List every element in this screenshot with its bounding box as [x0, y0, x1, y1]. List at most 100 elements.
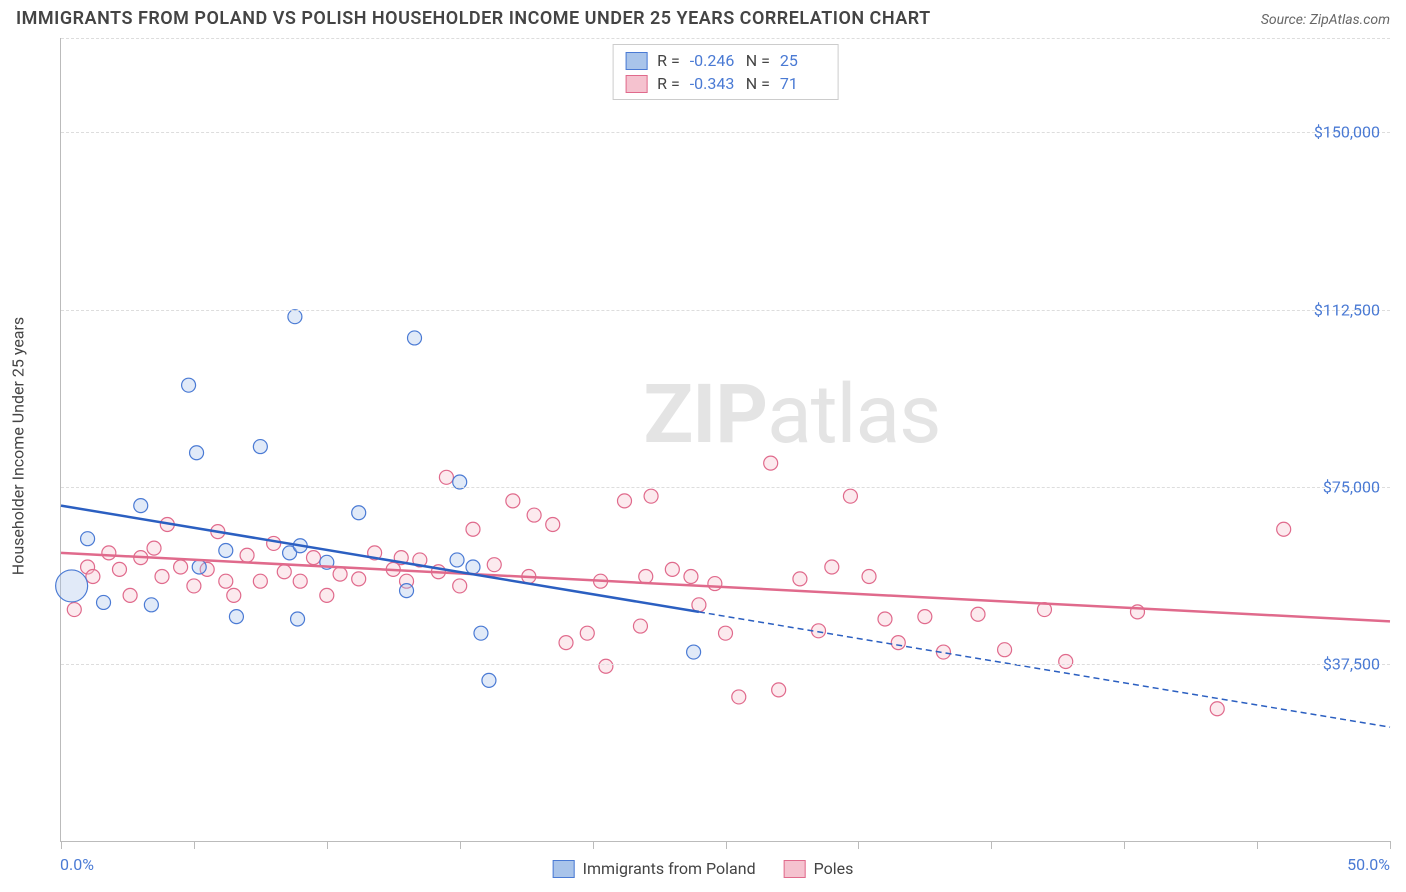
scatter-point: [229, 610, 243, 624]
scatter-point: [240, 548, 254, 562]
scatter-point: [506, 494, 520, 508]
scatter-point: [633, 619, 647, 633]
scatter-point: [144, 598, 158, 612]
x-tick: [1124, 841, 1125, 849]
source-value: ZipAtlas.com: [1310, 12, 1390, 28]
scatter-point: [352, 572, 366, 586]
chart-header: IMMIGRANTS FROM POLAND VS POLISH HOUSEHO…: [0, 0, 1406, 33]
scatter-point: [219, 544, 233, 558]
legend-label: Immigrants from Poland: [583, 859, 756, 878]
scatter-point: [174, 560, 188, 574]
scatter-point: [580, 626, 594, 640]
scatter-point: [764, 456, 778, 470]
scatter-point: [617, 494, 631, 508]
scatter-point: [684, 569, 698, 583]
scatter-point: [192, 560, 206, 574]
scatter-point: [719, 626, 733, 640]
chart-source: Source: ZipAtlas.com: [1261, 12, 1390, 28]
scatter-point: [352, 506, 366, 520]
y-tick-label: $37,500: [1323, 654, 1380, 673]
scatter-point: [918, 610, 932, 624]
scatter-point: [687, 645, 701, 659]
y-tick-label: $150,000: [1314, 123, 1380, 142]
scatter-point: [793, 572, 807, 586]
scatter-point: [333, 567, 347, 581]
scatter-point: [320, 588, 334, 602]
chart-title: IMMIGRANTS FROM POLAND VS POLISH HOUSEHO…: [16, 8, 931, 29]
y-tick-label: $75,000: [1323, 477, 1380, 496]
x-tick: [991, 841, 992, 849]
legend: Immigrants from Poland Poles: [553, 859, 854, 878]
scatter-point: [482, 673, 496, 687]
scatter-point: [408, 331, 422, 345]
scatter-point: [453, 579, 467, 593]
scatter-point: [190, 446, 204, 460]
scatter-point: [812, 624, 826, 638]
x-axis-min-label: 0.0%: [60, 855, 94, 874]
swatch-series2: [625, 75, 647, 93]
y-tick-label: $112,500: [1314, 300, 1380, 319]
scatter-point: [277, 565, 291, 579]
gridline: [61, 132, 1390, 133]
legend-item: Poles: [784, 859, 854, 878]
scatter-point: [891, 636, 905, 650]
trend-line: [699, 612, 1390, 727]
scatter-point: [1277, 522, 1291, 536]
gridline: [61, 664, 1390, 665]
scatter-point: [400, 584, 414, 598]
scatter-point: [147, 541, 161, 555]
x-tick: [1257, 841, 1258, 849]
scatter-point: [878, 612, 892, 626]
correlation-stats-box: R = -0.246 N = 25 R = -0.343 N = 71: [612, 44, 839, 100]
scatter-point: [219, 574, 233, 588]
scatter-point: [1210, 702, 1224, 716]
gridline: [61, 38, 1390, 39]
scatter-point: [665, 562, 679, 576]
scatter-point: [123, 588, 137, 602]
scatter-point: [56, 570, 88, 602]
gridline: [61, 310, 1390, 311]
scatter-point: [86, 569, 100, 583]
scatter-point: [772, 683, 786, 697]
chart-svg: [61, 38, 1390, 841]
scatter-point: [134, 499, 148, 513]
scatter-point: [527, 508, 541, 522]
scatter-point: [487, 558, 501, 572]
x-tick: [460, 841, 461, 849]
r-label: R =: [657, 74, 680, 93]
scatter-point: [474, 626, 488, 640]
x-tick: [858, 841, 859, 849]
legend-item: Immigrants from Poland: [553, 859, 756, 878]
scatter-point: [67, 603, 81, 617]
x-tick: [327, 841, 328, 849]
scatter-point: [644, 489, 658, 503]
scatter-point: [546, 518, 560, 532]
scatter-point: [291, 612, 305, 626]
n-label: N =: [746, 51, 770, 70]
scatter-point: [155, 569, 169, 583]
scatter-point: [599, 659, 613, 673]
scatter-point: [732, 690, 746, 704]
scatter-point: [825, 560, 839, 574]
scatter-point: [307, 551, 321, 565]
scatter-point: [559, 636, 573, 650]
r-value: -0.246: [690, 51, 736, 70]
x-tick: [726, 841, 727, 849]
scatter-point: [708, 577, 722, 591]
scatter-point: [112, 562, 126, 576]
scatter-point: [998, 643, 1012, 657]
scatter-point: [97, 595, 111, 609]
x-tick: [593, 841, 594, 849]
scatter-point: [843, 489, 857, 503]
scatter-point: [267, 536, 281, 550]
legend-label: Poles: [814, 859, 854, 878]
n-value: 25: [780, 51, 826, 70]
source-label: Source:: [1261, 12, 1310, 28]
swatch-series2: [784, 860, 806, 878]
scatter-point: [227, 588, 241, 602]
r-value: -0.343: [690, 74, 736, 93]
scatter-point: [862, 569, 876, 583]
scatter-point: [81, 532, 95, 546]
x-tick: [194, 841, 195, 849]
n-label: N =: [746, 74, 770, 93]
